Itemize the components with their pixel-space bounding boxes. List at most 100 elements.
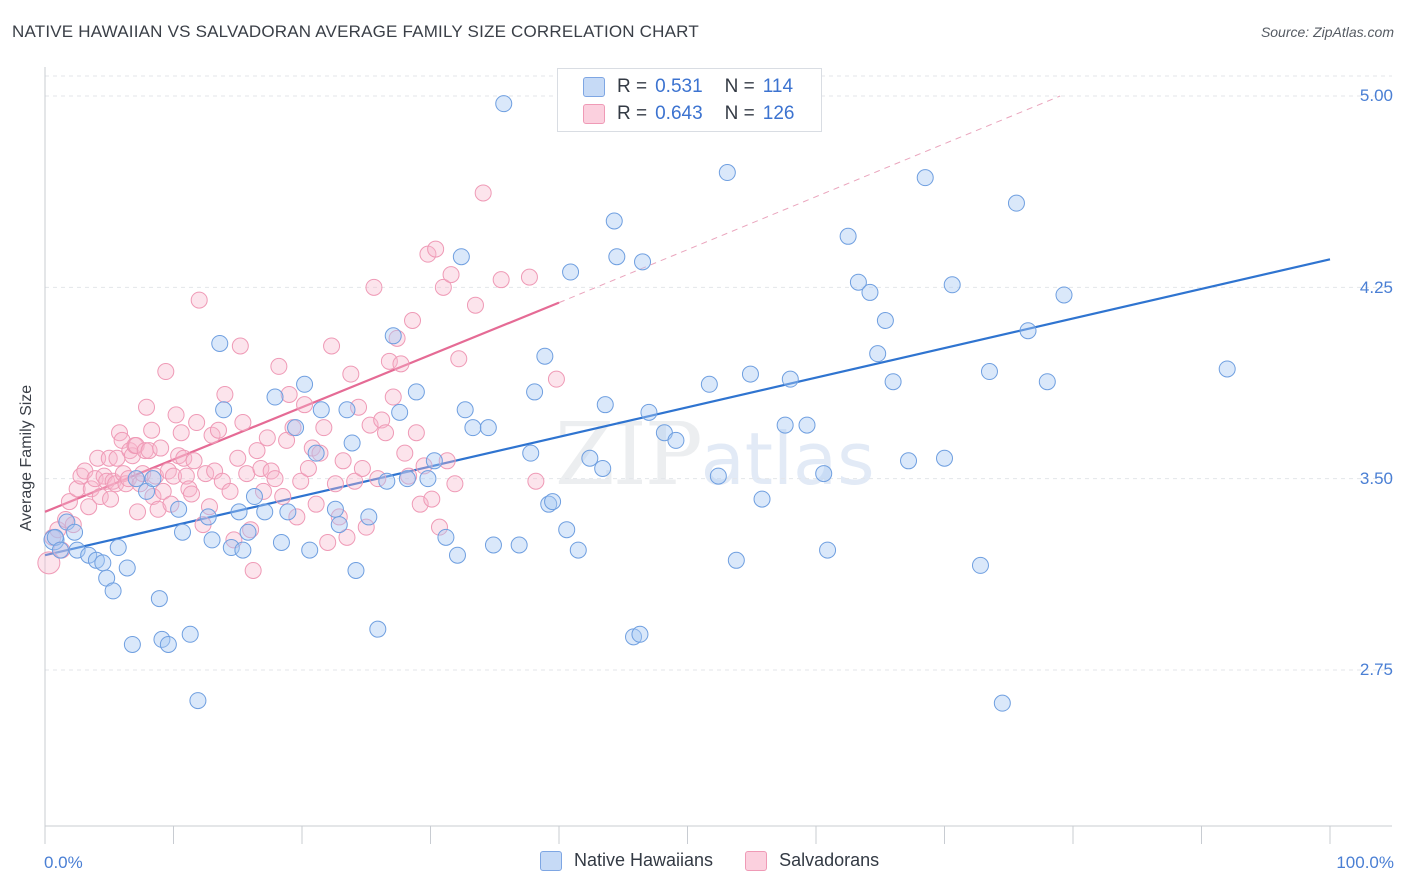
data-point-native-hawaiian xyxy=(66,523,84,541)
data-point-native-hawaiian xyxy=(144,470,162,488)
data-point-native-hawaiian xyxy=(287,419,305,437)
y-axis-label: Average Family Size xyxy=(18,384,35,532)
data-point-salvadoran xyxy=(446,475,464,493)
data-point-native-hawaiian xyxy=(159,635,177,653)
data-point-native-hawaiian xyxy=(296,375,314,393)
data-point-salvadoran xyxy=(427,240,445,258)
data-point-native-hawaiian xyxy=(781,370,799,388)
data-point-salvadoran xyxy=(147,467,165,485)
data-point-salvadoran xyxy=(288,508,306,526)
legend-swatch-blue xyxy=(540,850,562,871)
data-point-salvadoran xyxy=(231,337,249,355)
data-point-salvadoran xyxy=(315,419,333,437)
data-point-native-hawaiian xyxy=(425,452,443,470)
data-point-salvadoran xyxy=(392,355,410,373)
data-point-salvadoran xyxy=(221,482,239,500)
data-point-native-hawaiian xyxy=(709,467,727,485)
data-point-native-hawaiian xyxy=(272,533,290,551)
data-point-salvadoran xyxy=(234,414,252,432)
data-point-salvadoran xyxy=(357,518,375,536)
data-point-salvadoran xyxy=(270,357,288,375)
data-point-salvadoran xyxy=(334,452,352,470)
data-point-native-hawaiian xyxy=(203,531,221,549)
data-point-salvadoran xyxy=(190,291,208,309)
axes xyxy=(44,67,1392,844)
points-salvadorans xyxy=(37,184,565,580)
data-point-salvadoran xyxy=(185,452,203,470)
legend-swatch-blue xyxy=(583,77,605,97)
data-point-native-hawaiian xyxy=(667,431,685,449)
data-point-salvadoran xyxy=(102,490,120,508)
data-point-native-hawaiian xyxy=(1055,286,1073,304)
data-point-native-hawaiian xyxy=(173,523,191,541)
data-point-salvadoran xyxy=(175,449,193,467)
data-point-native-hawaiian xyxy=(605,212,623,230)
r-label: R = xyxy=(617,76,648,97)
data-point-native-hawaiian xyxy=(123,635,141,653)
data-point-salvadoran xyxy=(292,472,310,490)
data-point-native-hawaiian xyxy=(301,541,319,559)
data-point-salvadoran xyxy=(117,475,135,493)
data-point-salvadoran xyxy=(80,498,98,516)
legend-item-native-hawaiians: Native Hawaiians xyxy=(540,850,713,871)
data-point-native-hawaiian xyxy=(1218,360,1236,378)
data-point-native-hawaiian xyxy=(456,401,474,419)
data-point-native-hawaiian xyxy=(640,403,658,421)
data-point-salvadoran xyxy=(172,424,190,442)
trend-lines xyxy=(44,95,1331,557)
y-tick-label: 2.75 xyxy=(1359,660,1393,679)
data-point-native-hawaiian xyxy=(884,373,902,391)
data-point-native-hawaiian xyxy=(815,465,833,483)
data-point-native-hawaiian xyxy=(544,493,562,511)
data-point-salvadoran xyxy=(242,521,260,539)
data-point-salvadoran xyxy=(280,385,298,403)
data-point-salvadoran xyxy=(244,562,262,580)
data-point-salvadoran xyxy=(466,296,484,314)
data-point-salvadoran xyxy=(307,495,325,513)
data-point-native-hawaiian xyxy=(189,692,207,710)
data-point-native-hawaiian xyxy=(526,383,544,401)
data-point-native-hawaiian xyxy=(1007,194,1025,212)
data-point-native-hawaiian xyxy=(266,388,284,406)
data-point-salvadoran xyxy=(209,421,227,439)
data-point-native-hawaiian xyxy=(596,396,614,414)
data-point-salvadoran xyxy=(177,467,195,485)
y-tick-label: 5.00 xyxy=(1359,86,1393,105)
data-point-salvadoran xyxy=(450,350,468,368)
data-point-native-hawaiian xyxy=(993,694,1011,712)
data-point-salvadoran xyxy=(167,406,185,424)
legend-swatch-pink xyxy=(745,850,768,871)
data-point-salvadoran xyxy=(91,488,109,506)
data-point-native-hawaiian xyxy=(753,490,771,508)
stats-row-native-hawaiians: R = 0.531 N = 114 xyxy=(583,75,793,99)
grid-lines xyxy=(45,75,1392,671)
data-point-salvadoran xyxy=(170,447,188,465)
legend-swatch-pink xyxy=(583,104,605,124)
data-point-salvadoran xyxy=(149,500,167,518)
data-point-salvadoran xyxy=(68,480,86,498)
data-point-salvadoran xyxy=(165,467,182,485)
data-point-salvadoran xyxy=(492,271,510,289)
data-point-native-hawaiian xyxy=(798,416,816,434)
data-point-native-hawaiian xyxy=(256,503,274,521)
data-point-native-hawaiian xyxy=(1038,373,1056,391)
data-point-salvadoran xyxy=(296,396,314,414)
data-point-salvadoran xyxy=(442,266,460,284)
data-point-salvadoran xyxy=(229,449,247,467)
data-point-salvadoran xyxy=(60,493,78,511)
data-point-native-hawaiian xyxy=(150,590,168,608)
data-point-salvadoran xyxy=(311,444,329,462)
data-point-salvadoran xyxy=(114,465,132,483)
data-point-salvadoran xyxy=(474,184,492,202)
data-point-native-hawaiian xyxy=(839,227,857,245)
data-point-native-hawaiian xyxy=(307,444,325,462)
data-point-salvadoran xyxy=(143,421,161,439)
data-point-salvadoran xyxy=(299,459,317,477)
data-point-native-hawaiian xyxy=(369,620,387,638)
data-point-salvadoran xyxy=(346,472,364,490)
n-value: 114 xyxy=(762,76,794,97)
data-point-native-hawaiian xyxy=(360,508,378,526)
data-point-native-hawaiian xyxy=(562,263,580,281)
source-label: Source: ZipAtlas.com xyxy=(1260,24,1394,40)
data-point-salvadoran xyxy=(254,482,272,500)
